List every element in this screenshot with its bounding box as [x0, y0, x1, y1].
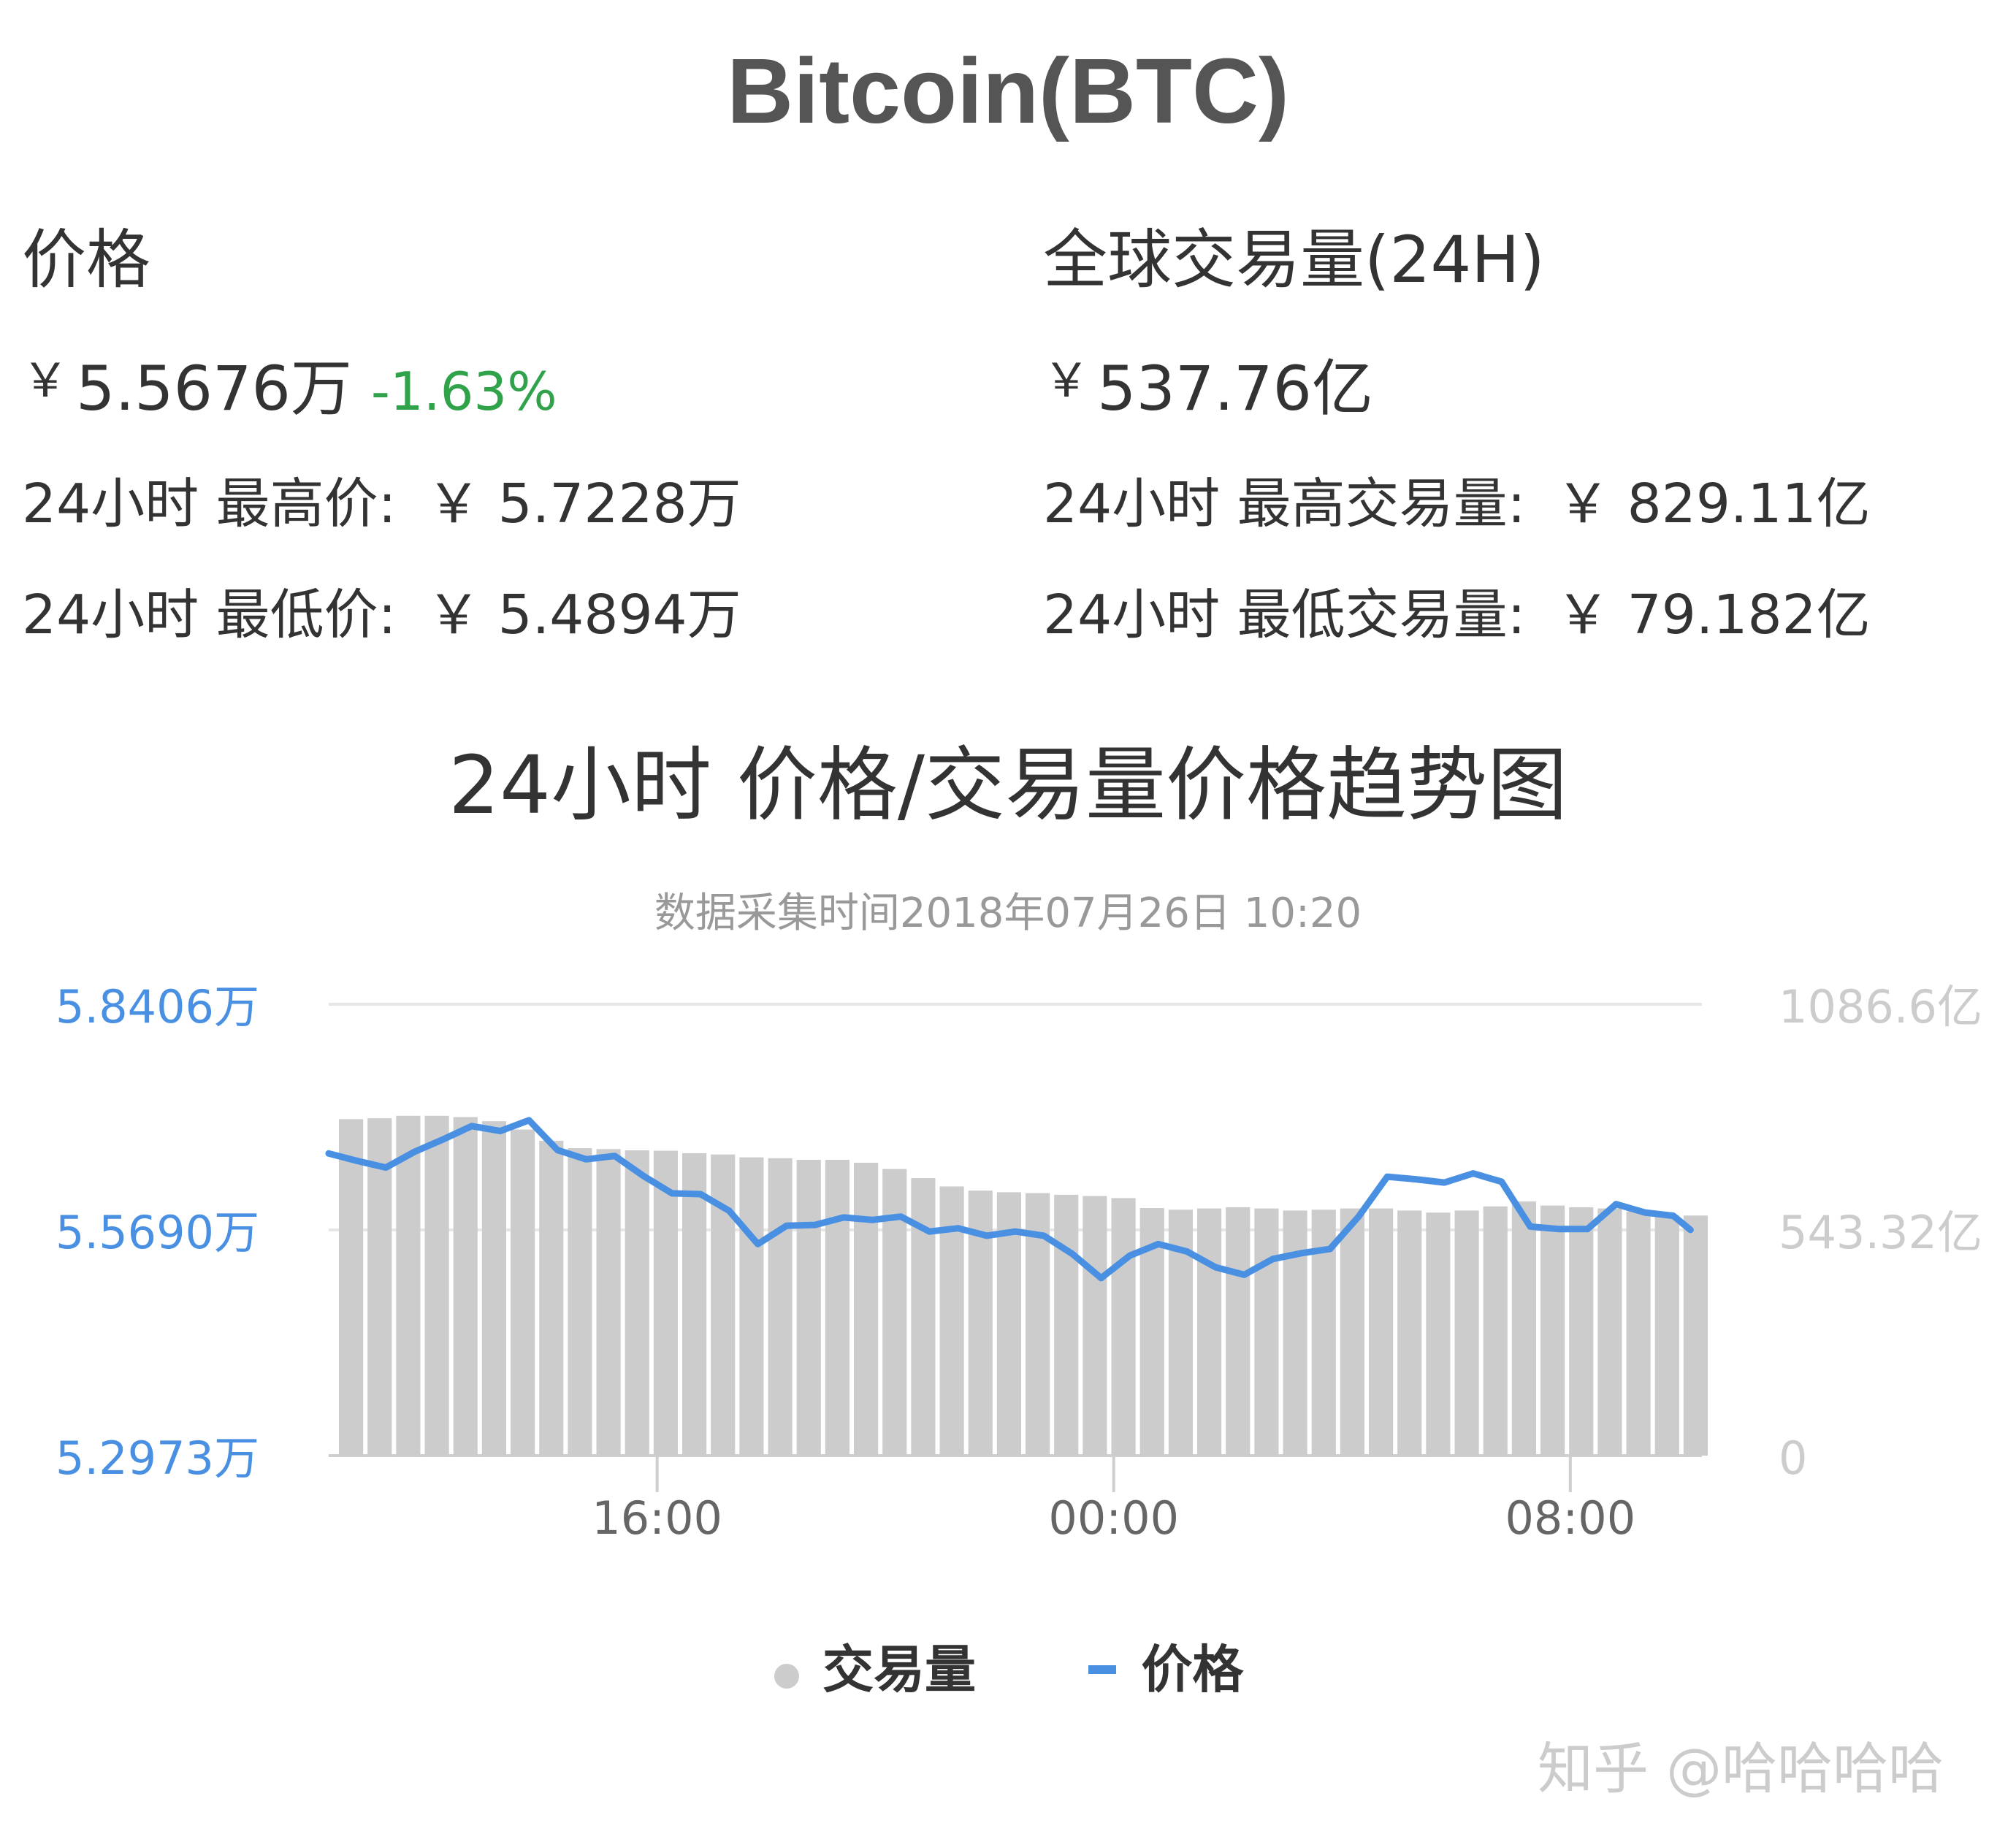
price-line — [325, 1117, 1694, 1282]
volume-dot-icon — [774, 1664, 799, 1689]
volume-bar — [1569, 1207, 1594, 1456]
volume-bar — [1340, 1208, 1364, 1456]
volume-bar — [568, 1148, 592, 1456]
volume-value: 537.76亿 — [1097, 353, 1373, 424]
volume-bar — [1083, 1196, 1107, 1456]
price-low-row: 24小时 最低价: ￥ 5.4894万 — [22, 571, 741, 649]
volume-bar — [682, 1153, 707, 1456]
volume-bar — [1397, 1210, 1422, 1456]
volume-bar — [511, 1129, 535, 1456]
x-tick-label: 16:00 — [592, 1491, 722, 1545]
volume-bar — [768, 1158, 793, 1456]
page-title: Bitcoin(BTC) — [727, 39, 1289, 142]
price-change: -1.63% — [370, 361, 557, 422]
volume-low-label: 24小时 最低交易量: — [1043, 584, 1526, 646]
chart-title: 24小时 价格/交易量价格趋势图 — [448, 738, 1568, 832]
legend-price-label: 价格 — [1141, 1640, 1244, 1700]
volume-low-value: ￥ 79.182亿 — [1556, 584, 1871, 646]
volume-bar — [1597, 1208, 1622, 1456]
current-price: ￥ 5.5676万 -1.63% — [22, 340, 557, 428]
volume-currency-symbol: ￥ — [1043, 354, 1090, 408]
volume-bar — [453, 1117, 478, 1456]
volume-bar — [1283, 1210, 1307, 1456]
watermark: 知乎 @哈哈哈哈 — [1538, 1736, 1944, 1801]
volume-bar — [1540, 1205, 1565, 1456]
volume-label: 全球交易量(24H) — [1043, 222, 1545, 297]
volume-bar — [653, 1150, 678, 1456]
price-high-value: ￥ 5.7228万 — [427, 473, 741, 535]
volume-bar — [339, 1119, 364, 1456]
price-low-label: 24小时 最低价: — [22, 584, 397, 646]
volume-bar — [481, 1121, 506, 1456]
y-left-tick-label: 5.2973万 — [56, 1432, 259, 1485]
price-value: 5.5676万 — [76, 353, 352, 424]
volume-bar — [424, 1115, 449, 1456]
y-right-tick-label: 543.32亿 — [1779, 1206, 1982, 1259]
current-volume: ￥ 537.76亿 — [1043, 340, 1373, 428]
volume-bar — [1054, 1194, 1079, 1456]
volume-bar — [1683, 1215, 1708, 1456]
volume-bar — [1626, 1211, 1651, 1456]
volume-bar — [1369, 1208, 1394, 1456]
y-right-tick-label: 0 — [1779, 1432, 1807, 1485]
volume-bar — [539, 1140, 564, 1456]
price-high-label: 24小时 最高价: — [22, 473, 397, 535]
volume-bar — [596, 1149, 621, 1456]
volume-high-label: 24小时 最高交易量: — [1043, 473, 1526, 535]
volume-bar — [1426, 1212, 1451, 1456]
legend-item-volume[interactable]: 交易量 — [774, 1629, 976, 1702]
price-high-row: 24小时 最高价: ￥ 5.7228万 — [22, 460, 741, 538]
volume-high-value: ￥ 829.11亿 — [1556, 473, 1871, 535]
volume-bar — [1254, 1208, 1279, 1456]
volume-bar — [1454, 1210, 1479, 1456]
volume-low-row: 24小时 最低交易量: ￥ 79.182亿 — [1043, 571, 1871, 649]
y-left-tick-label: 5.5690万 — [56, 1206, 259, 1259]
volume-bar — [1111, 1198, 1136, 1456]
price-label: 价格 — [22, 222, 151, 297]
volume-bar — [625, 1150, 649, 1456]
legend-item-price[interactable]: 价格 — [1088, 1629, 1243, 1702]
legend-volume-label: 交易量 — [822, 1640, 976, 1700]
volume-bar — [796, 1160, 821, 1456]
volume-bar — [739, 1157, 764, 1456]
volume-bar — [854, 1163, 879, 1456]
y-right-tick-label: 1086.6亿 — [1779, 980, 1982, 1033]
chart-legend: 交易量 价格 — [774, 1629, 1338, 1702]
x-tick-label: 08:00 — [1505, 1491, 1635, 1545]
volume-bar — [1483, 1206, 1508, 1456]
volume-high-row: 24小时 最高交易量: ￥ 829.11亿 — [1043, 460, 1871, 538]
currency-symbol: ￥ — [22, 354, 69, 408]
chart-subtitle: 数据采集时间2018年07月26日 10:20 — [654, 890, 1362, 937]
volume-bar — [396, 1115, 421, 1456]
volume-bar — [882, 1169, 907, 1456]
volume-bar — [1511, 1201, 1536, 1456]
x-tick-label: 00:00 — [1048, 1491, 1179, 1545]
volume-bar — [1654, 1215, 1679, 1456]
volume-bar — [911, 1178, 936, 1456]
price-low-value: ￥ 5.4894万 — [427, 584, 741, 646]
volume-bar — [825, 1160, 849, 1456]
y-left-tick-label: 5.8406万 — [56, 980, 259, 1033]
volume-bar — [1226, 1207, 1251, 1456]
volume-bar — [1197, 1208, 1222, 1456]
volume-bar — [367, 1118, 392, 1456]
price-line-icon — [1088, 1665, 1117, 1674]
